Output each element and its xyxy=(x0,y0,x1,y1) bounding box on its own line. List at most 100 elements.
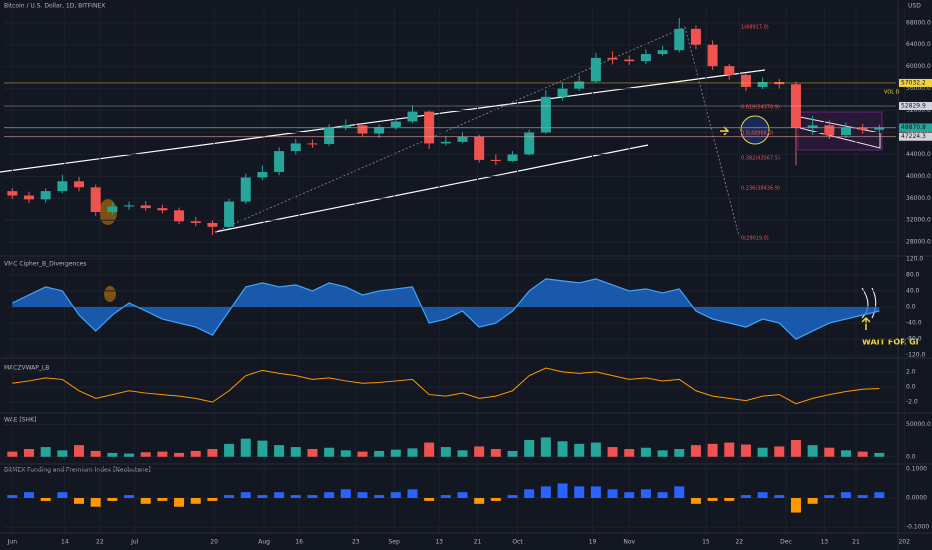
price-label-box xyxy=(899,78,932,87)
candle-body xyxy=(824,125,835,136)
bar xyxy=(307,495,318,498)
bar xyxy=(824,447,835,457)
bar xyxy=(207,449,218,457)
bar xyxy=(157,451,168,457)
bar xyxy=(340,450,351,457)
bar xyxy=(524,439,535,457)
annotation: 1(68917.0) xyxy=(741,25,769,31)
y-tick-label: 40.0 xyxy=(906,287,920,294)
bar xyxy=(857,495,868,498)
x-tick-label: 22 xyxy=(96,539,104,546)
panel-title: BitMEX Funding and Premium Index [Neobut… xyxy=(4,467,151,474)
highlight-circle xyxy=(99,199,117,225)
x-tick-label: 16 xyxy=(295,539,303,546)
candle-body xyxy=(407,111,418,122)
x-tick-label: 21 xyxy=(852,539,860,546)
candle-body xyxy=(174,210,185,222)
bar xyxy=(190,450,201,457)
annotation: VOL D xyxy=(884,90,900,96)
y-tick-label: -120.0 xyxy=(906,352,926,359)
y-tick-label: 52000.0 xyxy=(906,107,931,114)
candle-body xyxy=(374,126,385,134)
oscillator-line xyxy=(12,367,880,405)
candle-body xyxy=(540,96,551,133)
bar xyxy=(357,492,368,498)
bar xyxy=(174,452,185,457)
bar xyxy=(374,450,385,457)
bar xyxy=(824,495,835,498)
bar xyxy=(290,447,301,457)
bar xyxy=(507,450,518,457)
panel-title: MACZVWAP_LB xyxy=(4,365,49,372)
bar xyxy=(807,498,818,504)
bar xyxy=(557,441,568,457)
y-tick-label: 0.0 xyxy=(906,453,916,460)
fib-line xyxy=(684,26,741,241)
chart-title: Bitcoin / U.S. Dollar, 1D, BITFINEX xyxy=(4,3,105,10)
candle-body xyxy=(307,143,318,145)
annotation: 0.618(54370.9) xyxy=(741,105,780,111)
candle-body xyxy=(874,127,885,130)
bar xyxy=(224,495,235,498)
bar xyxy=(724,442,735,457)
candle-body xyxy=(257,171,268,178)
bar xyxy=(540,486,551,498)
bar xyxy=(424,498,435,501)
annotation: 0.5(48968.0) xyxy=(741,131,774,137)
y-tick-label: 40000.0 xyxy=(906,173,931,180)
candle-body xyxy=(557,88,568,97)
bar xyxy=(207,498,218,501)
bar xyxy=(74,498,85,504)
bar xyxy=(840,450,851,457)
candle-body xyxy=(857,127,868,130)
bar xyxy=(90,450,101,457)
y-tick-label: 0.0000 xyxy=(906,495,927,502)
candle-body xyxy=(274,151,285,172)
x-tick-label: 21 xyxy=(474,539,482,546)
annotation: 0.236(38436.9) xyxy=(741,186,780,192)
bar xyxy=(674,449,685,457)
bar xyxy=(540,437,551,457)
bar xyxy=(557,483,568,498)
candle-body xyxy=(490,159,501,161)
bar xyxy=(374,495,385,498)
candle-body xyxy=(524,132,535,155)
y-tick-label: 68000.0 xyxy=(906,19,931,26)
bar xyxy=(390,449,401,457)
trendline xyxy=(0,69,766,173)
bar xyxy=(424,442,435,457)
bar xyxy=(707,498,718,501)
arrow xyxy=(720,126,730,136)
bar xyxy=(674,486,685,498)
bar xyxy=(474,446,485,457)
y-tick-label: 0.0 xyxy=(906,304,916,311)
bar xyxy=(140,452,151,457)
bar xyxy=(324,447,335,457)
candle-body xyxy=(807,125,818,129)
x-tick-label: 23 xyxy=(352,539,360,546)
candle-body xyxy=(740,74,751,87)
bar xyxy=(457,450,468,457)
bar xyxy=(340,489,351,498)
highlight-circle xyxy=(104,286,116,302)
candle-body xyxy=(224,201,235,227)
candle-body xyxy=(474,136,485,160)
price-label-box xyxy=(899,101,932,110)
bar xyxy=(57,492,68,498)
bar xyxy=(24,492,35,498)
candle-body xyxy=(340,125,351,128)
candle-body xyxy=(57,181,68,192)
candle-body xyxy=(24,195,35,200)
candle-body xyxy=(690,28,701,45)
wave-area xyxy=(12,278,880,340)
bar xyxy=(190,498,201,504)
bar xyxy=(107,498,118,501)
bar xyxy=(690,445,701,457)
x-tick-label: 202 xyxy=(899,539,911,546)
candle-body xyxy=(190,221,201,223)
y-tick-label: -40.0 xyxy=(906,320,922,327)
bar xyxy=(240,492,251,498)
bar xyxy=(774,446,785,457)
wedge xyxy=(799,116,881,149)
y-tick-label: 32000.0 xyxy=(906,217,931,224)
